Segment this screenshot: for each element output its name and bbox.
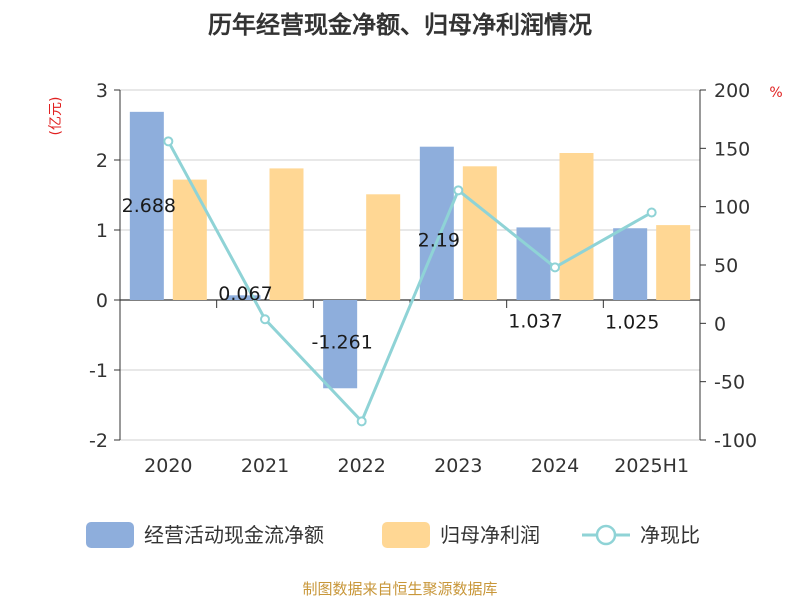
bar-profit — [172, 179, 207, 300]
ratio-point — [550, 262, 560, 273]
right-tick-label: -100 — [714, 430, 757, 452]
legend-label: 净现比 — [640, 523, 700, 547]
data-label: 1.037 — [508, 310, 562, 332]
category-label: 2022 — [337, 455, 385, 477]
legend-label: 归母净利润 — [440, 523, 540, 547]
right-tick-label: 50 — [714, 255, 738, 277]
left-axis-unit: (亿元) — [48, 97, 64, 136]
bar-profit — [559, 153, 594, 300]
left-tick-label: 0 — [96, 290, 108, 312]
legend: 经营活动现金流净额 归母净利润 净现比 — [86, 522, 700, 548]
bar-cashflow — [129, 111, 164, 300]
category-label: 2025H1 — [614, 455, 689, 477]
data-label: 2.688 — [122, 195, 176, 217]
ratio-point — [260, 314, 270, 325]
bar-cashflow — [613, 228, 648, 300]
left-tick-label: 3 — [96, 80, 108, 102]
left-tick-label: 1 — [96, 220, 108, 242]
left-tick-label: -2 — [89, 430, 108, 452]
bar-profit — [366, 194, 401, 300]
data-label: 0.067 — [218, 283, 272, 305]
ratio-point — [453, 185, 464, 196]
bar-profit — [462, 166, 497, 300]
legend-swatch — [86, 522, 134, 548]
bar-profit — [269, 168, 304, 300]
legend-label: 经营活动现金流净额 — [144, 523, 324, 547]
category-label: 2020 — [144, 455, 192, 477]
data-label: 1.025 — [605, 311, 659, 333]
ratio-line-path — [167, 140, 653, 425]
right-tick-label: 100 — [714, 197, 750, 219]
bar-cashflow — [323, 300, 358, 389]
data-label: -1.261 — [312, 331, 373, 353]
right-tick-label: -50 — [714, 372, 745, 394]
ratio-point — [163, 136, 174, 147]
ratio-line — [163, 136, 657, 427]
left-tick-label: 2 — [96, 150, 108, 172]
bar-cashflow — [226, 295, 261, 300]
data-label: 2.19 — [418, 230, 460, 252]
data-labels: 2.688 0.067 -1.261 2.19 1.037 1.025 — [122, 195, 660, 353]
legend-marker — [595, 524, 617, 546]
bar-profit — [656, 225, 691, 300]
source-note: 制图数据来自恒生聚源数据库 — [302, 580, 497, 598]
right-tick-label: 0 — [714, 313, 726, 335]
gridlines — [120, 89, 700, 441]
ratio-point — [356, 416, 367, 427]
bar-cashflow — [516, 227, 551, 300]
chart-title: 历年经营现金净额、归母净利润情况 — [208, 11, 592, 39]
category-label: 2021 — [241, 455, 289, 477]
right-axis-unit: % — [769, 85, 782, 101]
left-tick-label: -1 — [89, 360, 108, 382]
legend-swatch — [382, 522, 430, 548]
bar-cashflow — [419, 146, 454, 300]
category-label: 2024 — [531, 455, 579, 477]
right-tick-label: 200 — [714, 80, 750, 102]
ratio-point — [646, 207, 657, 218]
bars — [129, 111, 691, 389]
right-tick-label: 150 — [714, 138, 750, 160]
axes: -2 -1 0 1 2 3 -100 -50 0 50 100 150 200 2020 2021 2022 2… — [89, 80, 757, 477]
category-label: 2023 — [434, 455, 482, 477]
